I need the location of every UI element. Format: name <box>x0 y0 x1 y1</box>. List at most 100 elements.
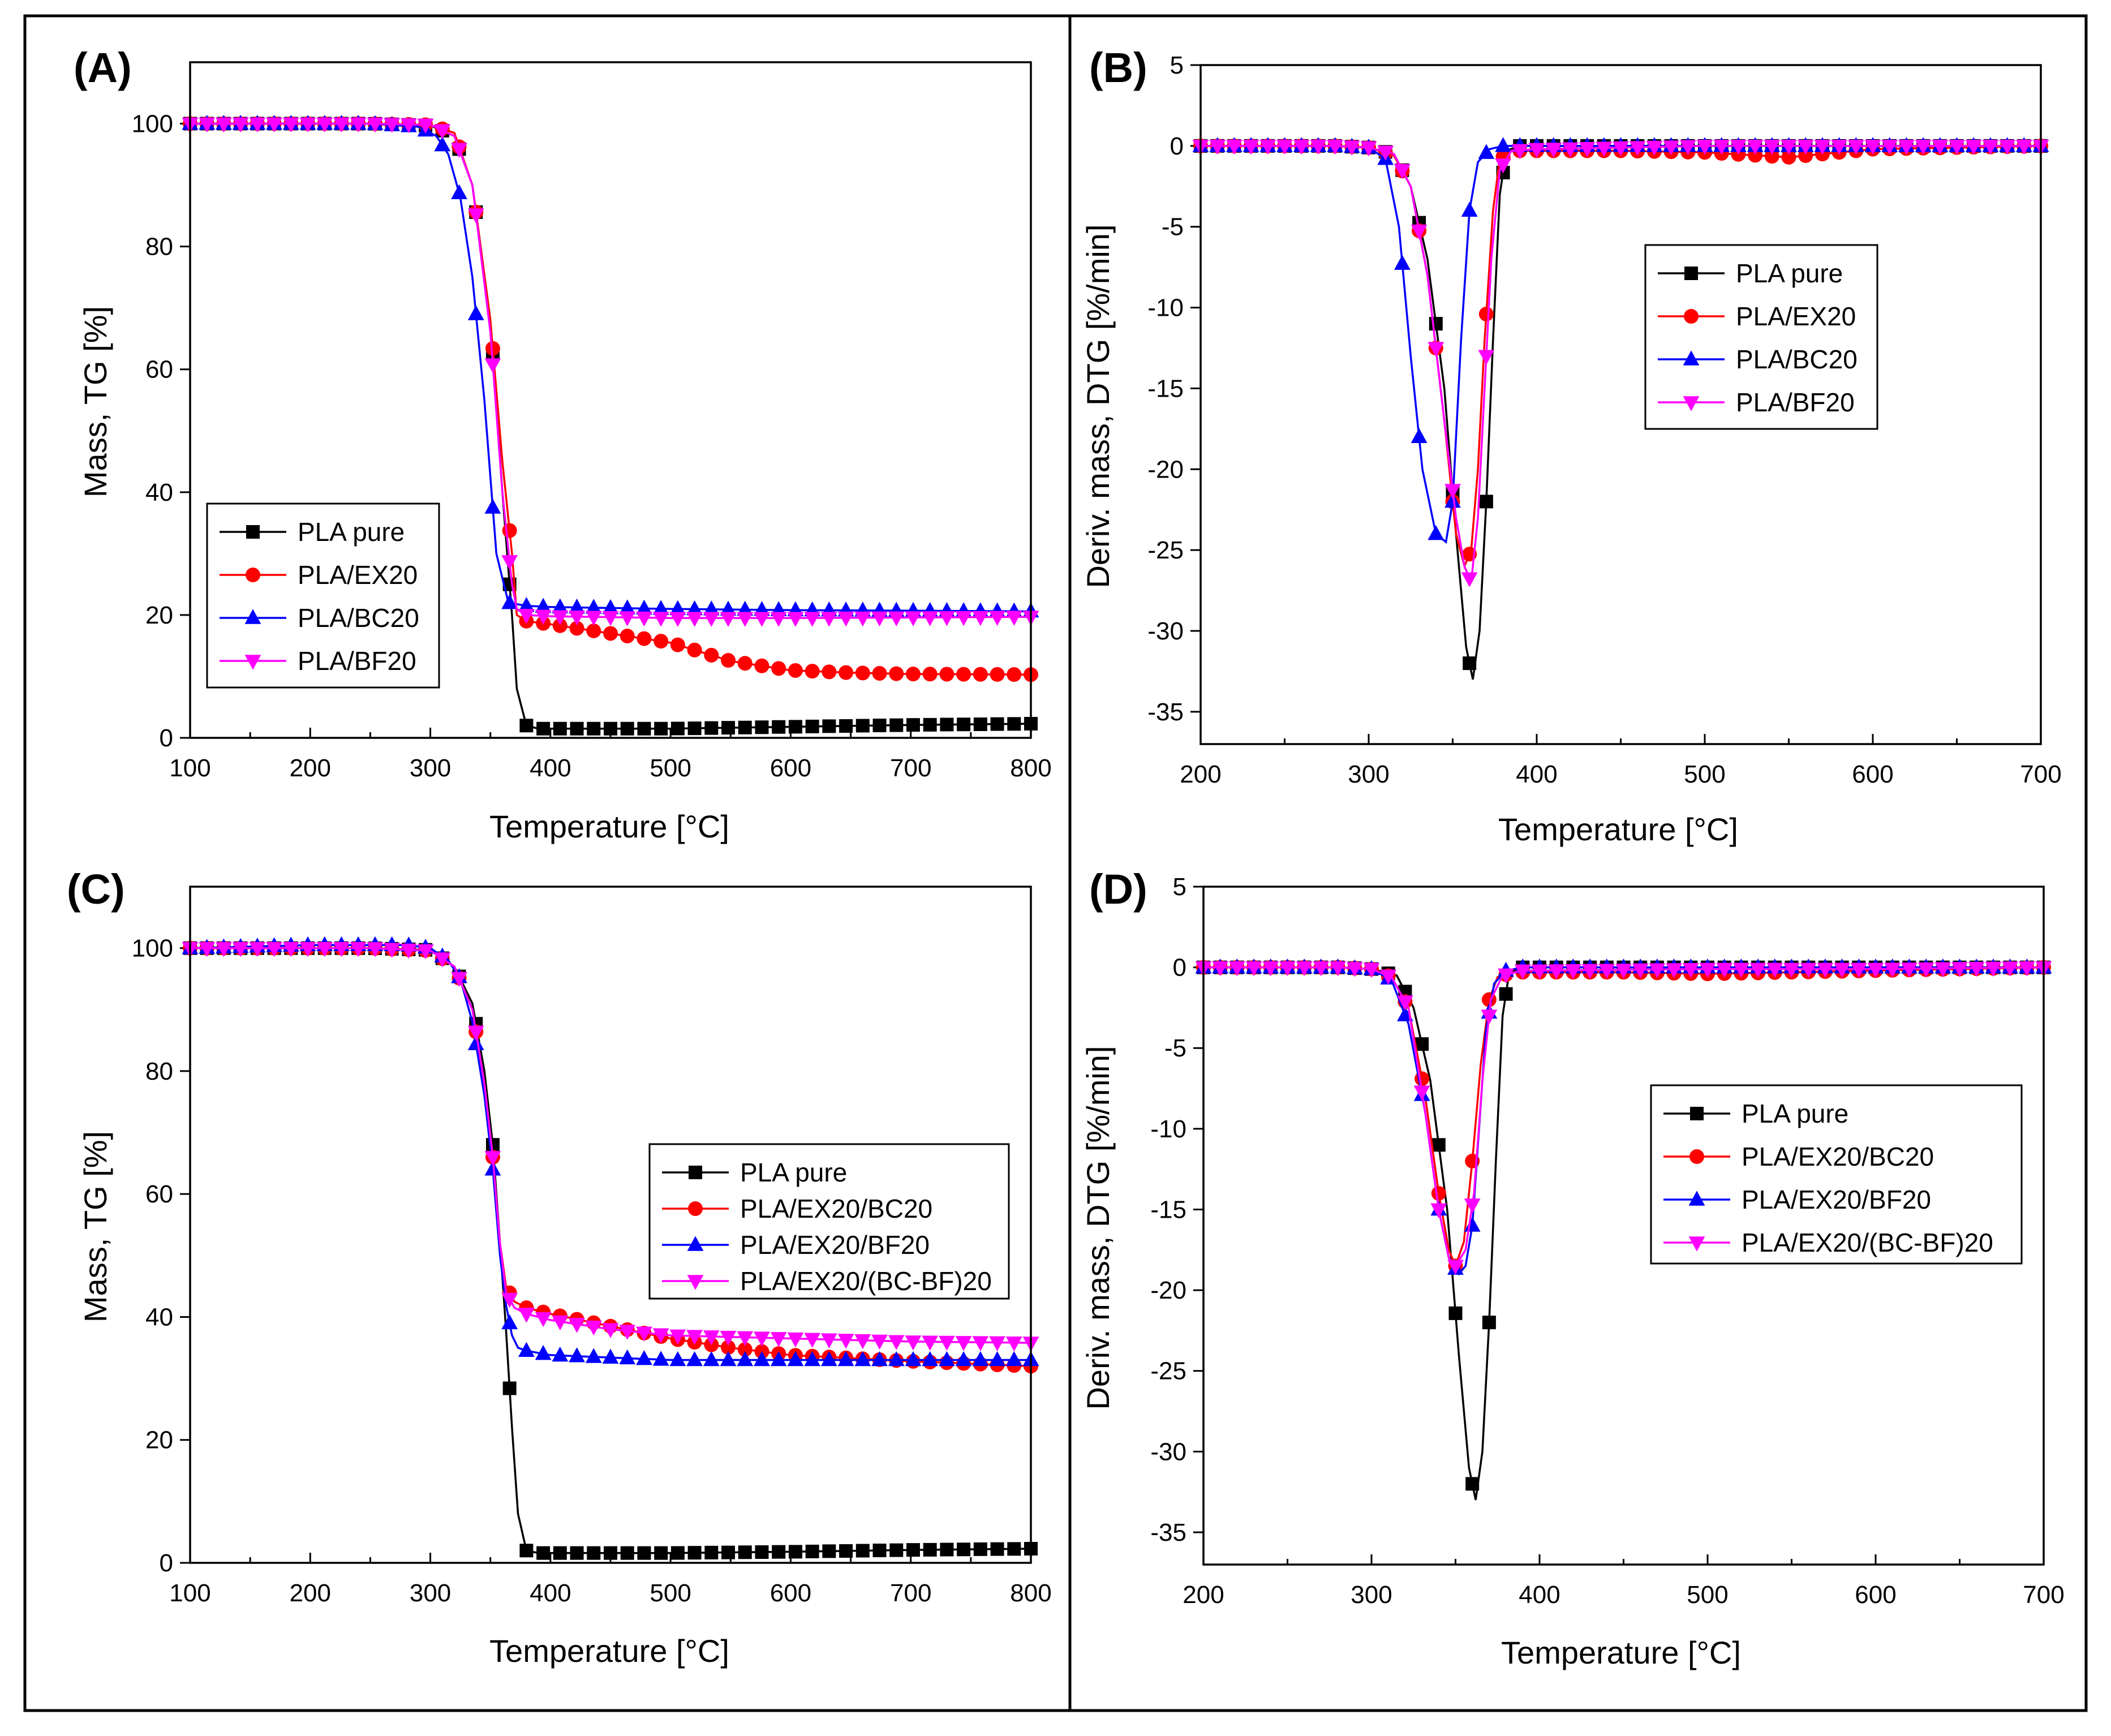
data-point <box>620 721 634 736</box>
x-tick-label: 200 <box>290 754 331 782</box>
y-axis-title: Mass, TG [%] <box>78 1131 113 1322</box>
data-point <box>1688 1236 1705 1252</box>
data-point <box>1716 962 1733 978</box>
series-line <box>1201 145 2041 570</box>
data-point <box>737 612 754 627</box>
data-point <box>1766 962 1783 978</box>
data-point <box>837 612 854 627</box>
data-point <box>855 665 870 681</box>
data-point <box>721 1340 736 1355</box>
data-point <box>755 720 769 734</box>
data-point <box>1461 201 1478 217</box>
data-point <box>587 721 601 736</box>
data-point <box>1730 140 1747 155</box>
data-point <box>587 1546 601 1560</box>
x-axis-title: Temperature [°C] <box>1501 1635 1741 1670</box>
data-point <box>922 611 939 626</box>
x-tick-label: 400 <box>1519 1581 1560 1609</box>
x-tick-label: 300 <box>410 754 451 782</box>
panel-a-tg: (A) Temperature [°C] Mass, TG [%] 100 200… <box>74 44 1052 844</box>
data-point <box>1613 141 1629 157</box>
data-point <box>888 1335 905 1350</box>
data-point <box>839 665 854 680</box>
x-tick-label: 400 <box>530 1579 571 1607</box>
data-point <box>1985 961 2002 977</box>
legend-label: PLA/EX20 <box>298 560 418 590</box>
data-point <box>1684 309 1699 324</box>
data-point <box>922 1335 939 1351</box>
data-point <box>820 612 837 627</box>
legend-box <box>206 502 440 689</box>
x-tick-label: 300 <box>410 1579 451 1607</box>
data-point <box>620 629 635 644</box>
y-tick-label: -20 <box>1150 1277 1186 1304</box>
y-tick-label: -5 <box>1162 213 1184 241</box>
data-point <box>1783 962 1800 978</box>
series-line <box>1201 145 2041 583</box>
data-point <box>754 612 770 627</box>
data-point <box>973 667 988 682</box>
data-point <box>704 647 719 663</box>
data-point <box>669 1329 686 1344</box>
data-point <box>1581 964 1598 979</box>
data-point <box>754 1331 770 1347</box>
y-tick-label: 20 <box>145 601 173 629</box>
data-point <box>1596 141 1613 157</box>
data-point <box>1007 717 1021 731</box>
data-point <box>1330 961 1346 977</box>
data-point <box>350 942 367 957</box>
legend-label: PLA/BF20 <box>298 646 416 676</box>
x-tick-label: 200 <box>1180 760 1221 788</box>
data-point <box>1797 140 1814 155</box>
data-point <box>246 568 260 582</box>
legend-label: PLA pure <box>740 1158 847 1187</box>
data-point <box>636 611 652 627</box>
data-point <box>485 341 500 356</box>
data-point <box>989 1336 1005 1352</box>
x-tick-label: 200 <box>1183 1581 1224 1609</box>
data-point <box>652 612 669 627</box>
data-point <box>434 136 451 152</box>
data-point <box>922 667 938 682</box>
data-point <box>501 555 518 570</box>
data-point <box>839 719 853 733</box>
data-point <box>1579 142 1596 157</box>
series-pla-pure <box>1194 139 2048 680</box>
data-point <box>772 1545 786 1559</box>
data-point <box>1310 140 1327 155</box>
data-point <box>973 1542 987 1556</box>
data-point <box>1296 961 1313 977</box>
data-point <box>1428 525 1444 540</box>
data-point <box>1415 1071 1430 1086</box>
data-point <box>989 611 1005 626</box>
data-point <box>686 600 703 616</box>
data-point <box>535 1312 552 1327</box>
x-tick-label: 500 <box>1684 760 1725 788</box>
data-point <box>872 665 887 681</box>
data-point <box>1229 961 1245 977</box>
data-point <box>384 943 401 958</box>
data-point <box>737 656 753 671</box>
data-point <box>804 1351 821 1367</box>
data-point <box>703 600 720 616</box>
plot-frame <box>1199 64 2042 745</box>
data-point <box>1663 140 1679 156</box>
data-point <box>654 721 668 736</box>
data-point <box>604 1546 617 1560</box>
data-point <box>972 1336 989 1351</box>
y-tick-label: 0 <box>1173 954 1186 982</box>
data-point <box>619 1349 636 1365</box>
data-point <box>1562 142 1579 158</box>
data-point <box>737 1342 753 1357</box>
x-tick-label: 600 <box>770 1579 811 1607</box>
data-point <box>216 117 232 133</box>
data-point <box>1394 164 1411 179</box>
data-point <box>451 972 467 987</box>
y-tick-label: -10 <box>1150 1115 1186 1143</box>
data-point <box>1999 140 2015 155</box>
series-pla-ex20-bc-bf-20 <box>182 942 1039 1352</box>
data-point <box>1495 158 1511 174</box>
data-point <box>1629 141 1646 156</box>
data-point <box>669 600 686 615</box>
x-tick-label: 500 <box>1687 1581 1728 1609</box>
